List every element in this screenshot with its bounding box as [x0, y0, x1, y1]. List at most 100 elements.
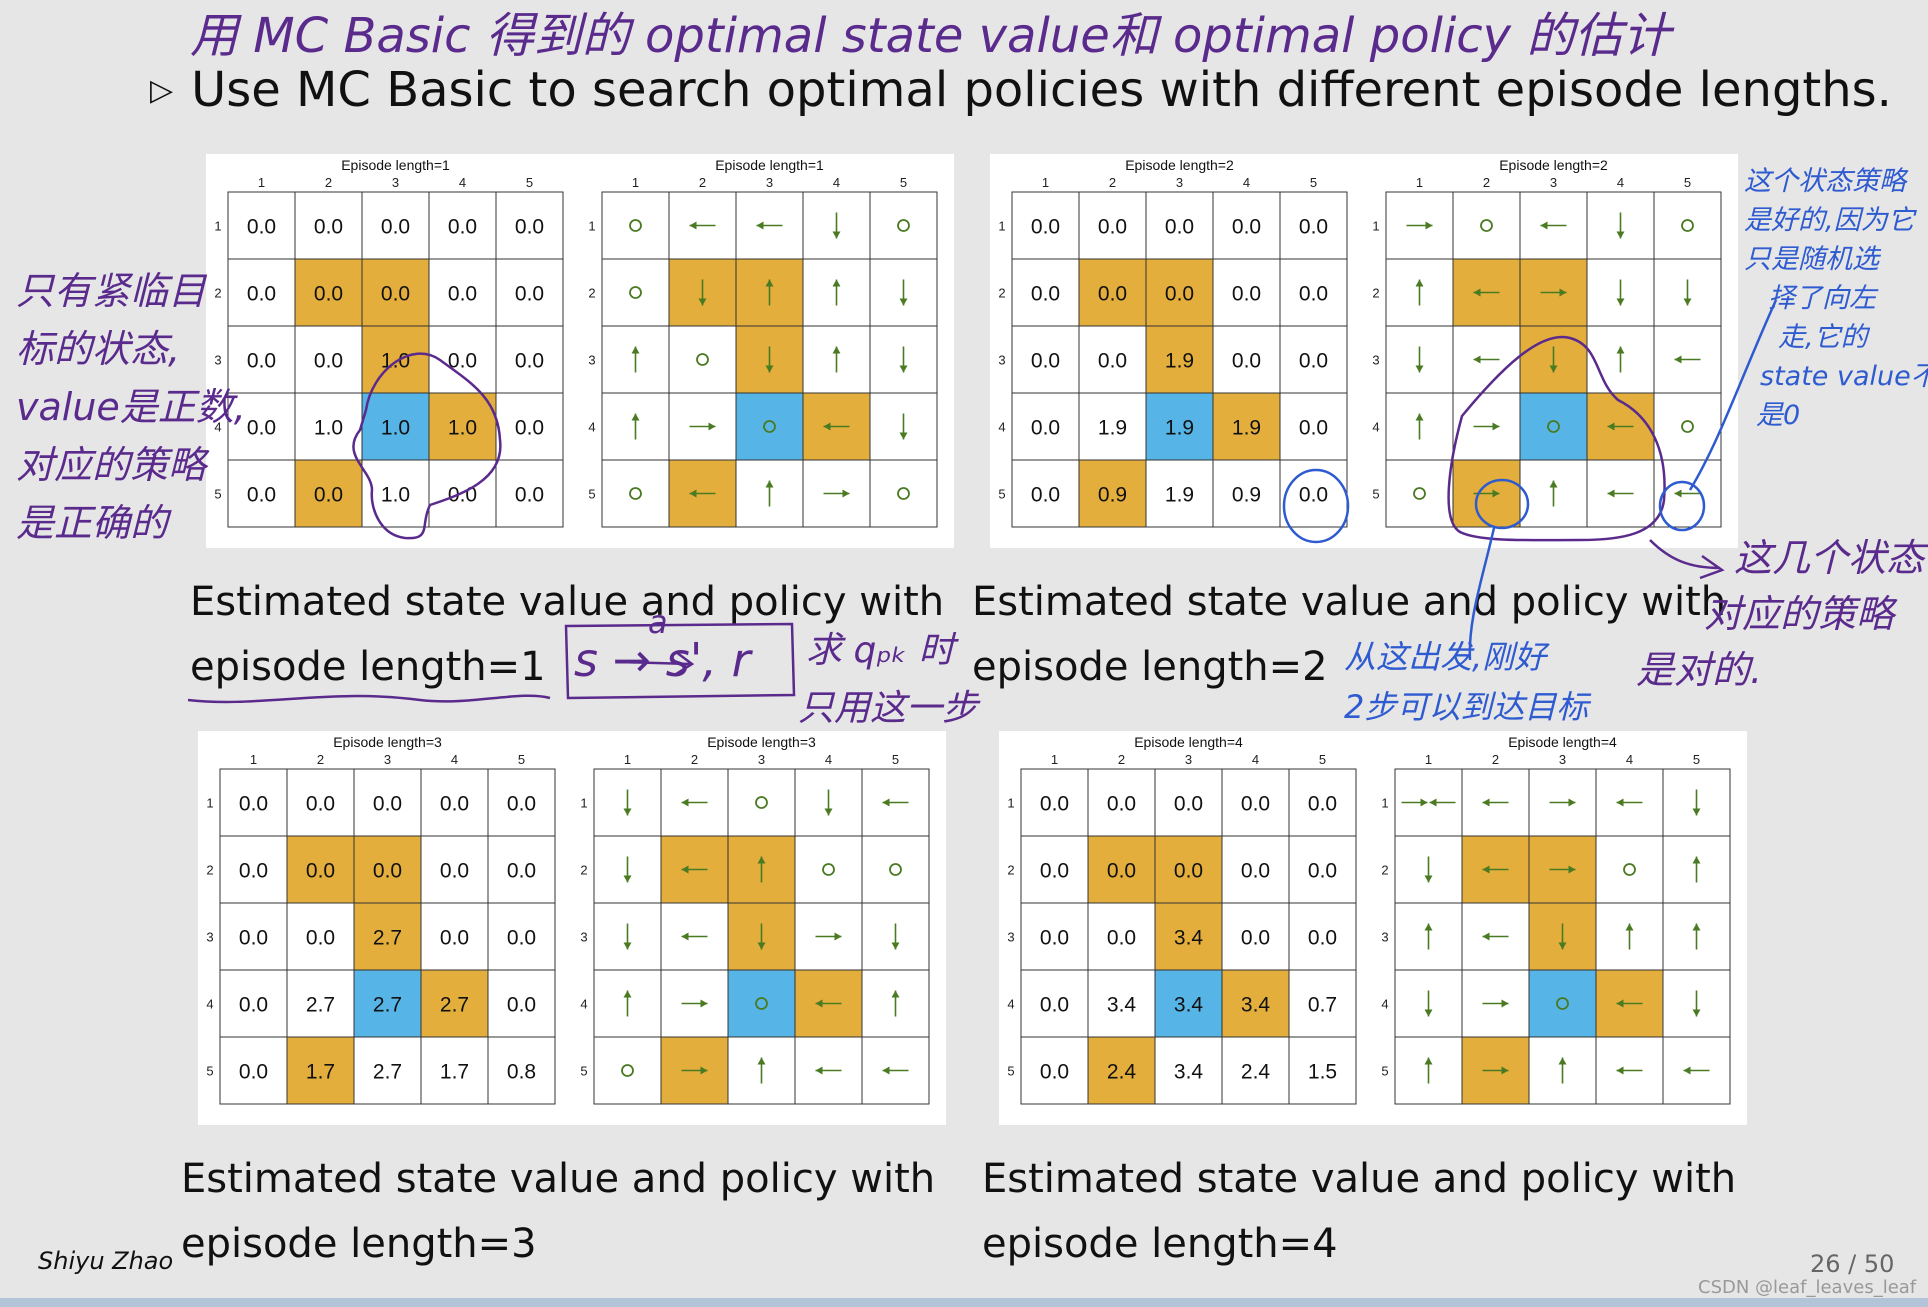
- note-line: state value不: [1760, 361, 1928, 392]
- state-value: 0.0: [1031, 484, 1060, 507]
- state-value: 1.9: [1165, 350, 1194, 373]
- state-value: 0.0: [381, 216, 410, 239]
- arrow-l-icon: [1429, 798, 1456, 807]
- row-label: 2: [1372, 286, 1379, 301]
- arrow-u-icon: [1692, 923, 1701, 950]
- arrow-r-icon: [1406, 221, 1433, 230]
- stay-circle-icon: [629, 219, 642, 232]
- grid-cell: [227, 459, 296, 528]
- row-label: 3: [998, 353, 1005, 368]
- arrow-u-icon: [891, 990, 900, 1017]
- arrow-r-icon: [1549, 798, 1576, 807]
- state-value: 0.0: [1299, 216, 1328, 239]
- column-label: 1: [258, 175, 265, 190]
- arrow-d-icon: [899, 413, 908, 440]
- grid-cell: [219, 969, 288, 1038]
- row-label: 4: [206, 997, 213, 1012]
- note-line: 走,它的: [1778, 322, 1868, 353]
- row-label: 2: [1381, 863, 1388, 878]
- grid-cell: [1221, 902, 1290, 971]
- state-value: 0.0: [1040, 927, 1069, 950]
- state-value: 1.7: [440, 1061, 469, 1084]
- arrow-to-right-note: [1649, 539, 1725, 580]
- state-value: 0.0: [515, 417, 544, 440]
- arrow-r-icon: [1401, 798, 1428, 807]
- arrow-d-icon: [623, 789, 632, 816]
- state-value: 0.0: [448, 350, 477, 373]
- grid-cell: [1078, 191, 1147, 260]
- figure-panel-length-3: Episode length=3 1 2 3 4 5 1 2 3 4 5 0.0 0.0 0.0 0.0 0.…: [198, 731, 946, 1125]
- column-label: 3: [392, 175, 399, 190]
- row-label: 4: [998, 420, 1005, 435]
- column-label: 4: [833, 175, 840, 190]
- column-label: 5: [900, 175, 907, 190]
- mid-handwritten-note: 求 qₚₖ 时 只用这一步: [798, 622, 978, 738]
- state-value: 0.0: [1241, 793, 1270, 816]
- state-value: 1.0: [314, 417, 343, 440]
- note-line: 只有紧临目: [16, 269, 207, 313]
- column-label: 2: [325, 175, 332, 190]
- column-label: 1: [632, 175, 639, 190]
- arrow-l-icon: [681, 932, 708, 941]
- handwritten-title-note: 用 MC Basic 得到的 optimal state value和 opti…: [190, 8, 1671, 64]
- state-value: 0.0: [1308, 860, 1337, 883]
- state-value: 0.0: [314, 484, 343, 507]
- note-line: 这个状态策略: [1744, 166, 1906, 197]
- grid-cell: [668, 325, 737, 394]
- row-label: 3: [1381, 930, 1388, 945]
- state-value: 0.0: [515, 484, 544, 507]
- state-value: 0.0: [1031, 216, 1060, 239]
- column-label: 2: [317, 752, 324, 767]
- arrow-u-icon: [631, 413, 640, 440]
- arrow-d-icon: [824, 789, 833, 816]
- grid-cell: [487, 1036, 556, 1105]
- arrow-l-icon: [1616, 798, 1643, 807]
- row-label: 5: [1381, 1064, 1388, 1079]
- row-label: 4: [214, 420, 221, 435]
- column-label: 1: [1051, 752, 1058, 767]
- note-line: 只是随机选: [1744, 244, 1879, 275]
- grid-cell: [428, 258, 497, 327]
- state-value: 0.0: [1031, 350, 1060, 373]
- state-value: 0.0: [1098, 350, 1127, 373]
- arrow-d-icon: [1424, 990, 1433, 1017]
- column-label: 2: [699, 175, 706, 190]
- state-value: 1.9: [1165, 417, 1194, 440]
- caption-line: Estimated state value and policy with: [982, 1156, 1737, 1202]
- note-line: 标的状态,: [16, 327, 181, 371]
- column-label: 4: [1617, 175, 1624, 190]
- row-label: 2: [580, 863, 587, 878]
- policy-grid: Episode length=1 1 2 3 4 5 1 2 3 4 5: [588, 157, 938, 528]
- arrow-l-icon: [1482, 798, 1509, 807]
- right-mid-handwritten-note: 这几个状态 对应的策略 是对的.: [1636, 530, 1925, 698]
- note-line: 是0: [1756, 400, 1801, 431]
- grid-cell: [1279, 191, 1348, 260]
- note-line: 这几个状态: [1734, 536, 1925, 580]
- grid-cell: [1078, 459, 1147, 528]
- policy-grid: Episode length=4 1 2 3 4 5 1 2 3 4 5: [1381, 734, 1731, 1105]
- stay-circle-icon: [629, 487, 642, 500]
- stay-circle-icon: [822, 863, 835, 876]
- column-label: 4: [825, 752, 832, 767]
- watermark: CSDN @leaf_leaves_leaf: [1698, 1277, 1917, 1298]
- row-label: 3: [1007, 930, 1014, 945]
- stay-circle-icon: [755, 796, 768, 809]
- grid-cell: [1145, 459, 1214, 528]
- caption-line: episode length=1: [190, 644, 546, 690]
- state-value: 2.7: [306, 994, 335, 1017]
- grid-cell: [593, 1036, 662, 1105]
- caption-line: Estimated state value and policy with: [972, 579, 1727, 625]
- state-value: 0.0: [1308, 793, 1337, 816]
- state-value: 0.0: [239, 793, 268, 816]
- grid-cell: [1212, 258, 1281, 327]
- arrow-u-icon: [1692, 856, 1701, 883]
- column-label: 2: [1483, 175, 1490, 190]
- loop-around-region-len2: [1447, 335, 1666, 542]
- arrow-r-icon: [1482, 1066, 1509, 1075]
- note-line: 对应的策略: [16, 443, 207, 487]
- row-label: 3: [588, 353, 595, 368]
- figure-panel-length-2: Episode length=2 1 2 3 4 5 1 2 3 4 5 0.0 0.0 0.0 0.0 0.…: [990, 154, 1738, 548]
- column-label: 4: [1252, 752, 1259, 767]
- grid-cell: [420, 768, 489, 837]
- caption-line: Estimated state value and policy with: [190, 579, 945, 625]
